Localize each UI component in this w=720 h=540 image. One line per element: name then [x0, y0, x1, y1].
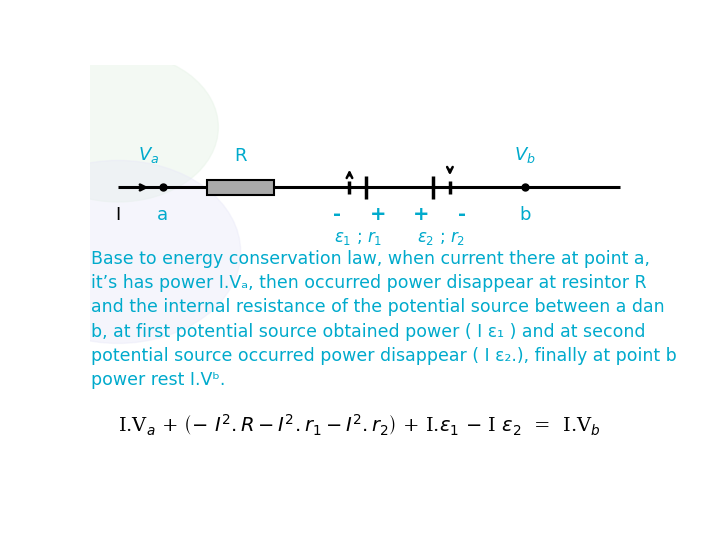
Text: +: + — [370, 205, 387, 224]
Text: -: - — [458, 205, 466, 224]
Bar — [207, 180, 274, 195]
Text: b: b — [520, 206, 531, 224]
Text: I.V$_a$ + $\left(-\ I^2.R - I^2.r_1 - I^2.r_2\right)$ + I.$\varepsilon_1$ $-$ I : I.V$_a$ + $\left(-\ I^2.R - I^2.r_1 - I^… — [118, 412, 600, 437]
Text: $\varepsilon_2$ ; $r_2$: $\varepsilon_2$ ; $r_2$ — [418, 229, 466, 247]
Text: +: + — [413, 205, 429, 224]
Text: -: - — [333, 205, 341, 224]
Text: Base to energy conservation law, when current there at point a,
it’s has power I: Base to energy conservation law, when cu… — [91, 250, 677, 389]
Text: $V_b$: $V_b$ — [514, 145, 536, 165]
Text: $\varepsilon_1$ ; $r_1$: $\varepsilon_1$ ; $r_1$ — [333, 229, 382, 247]
Circle shape — [17, 52, 218, 202]
Text: $V_a$: $V_a$ — [138, 145, 159, 165]
Text: a: a — [157, 206, 168, 224]
Text: R: R — [235, 146, 247, 165]
Circle shape — [0, 160, 240, 343]
Text: I: I — [115, 206, 120, 224]
